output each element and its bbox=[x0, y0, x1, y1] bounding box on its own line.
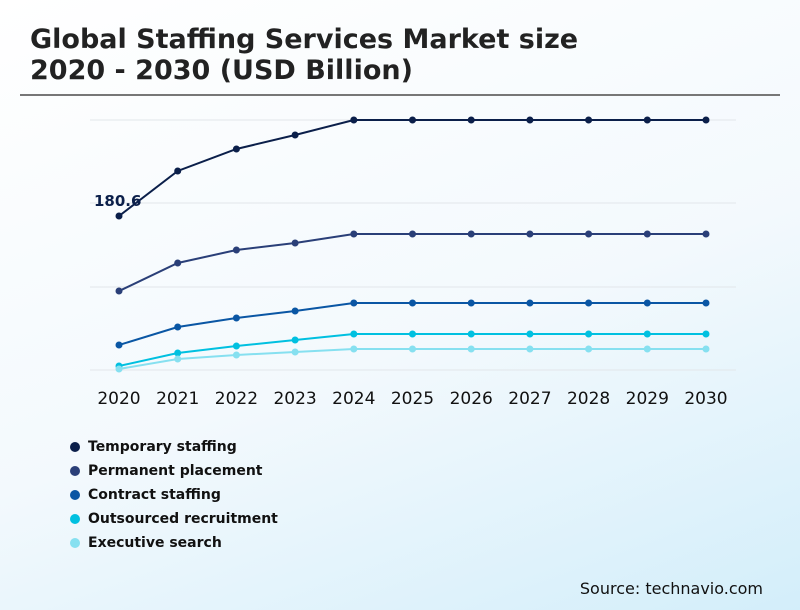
data-point bbox=[115, 341, 123, 349]
data-point bbox=[702, 345, 710, 353]
x-tick-label: 2021 bbox=[156, 389, 199, 409]
legend-marker bbox=[70, 538, 80, 548]
data-point bbox=[350, 116, 358, 124]
data-label: 180.6 bbox=[94, 192, 141, 210]
legend-marker bbox=[70, 490, 80, 500]
data-point bbox=[702, 330, 710, 338]
x-tick-label: 2023 bbox=[273, 389, 316, 409]
data-point bbox=[643, 116, 651, 124]
data-point bbox=[409, 299, 416, 307]
title-line-1: Global Staffing Services Market size bbox=[30, 24, 579, 55]
data-point bbox=[467, 299, 475, 307]
data-point bbox=[585, 330, 593, 338]
data-point bbox=[232, 351, 240, 359]
legend-label: Temporary staffing bbox=[88, 439, 237, 455]
legend-label: Permanent placement bbox=[88, 463, 263, 479]
legend-item: Executive search bbox=[70, 531, 278, 555]
x-tick-label: 2024 bbox=[332, 389, 375, 409]
legend-label: Outsourced recruitment bbox=[88, 511, 278, 527]
data-point bbox=[467, 116, 475, 124]
x-tick-label: 2026 bbox=[450, 389, 493, 409]
data-point bbox=[291, 348, 299, 356]
data-point bbox=[174, 355, 182, 363]
data-point bbox=[115, 212, 123, 220]
data-point bbox=[409, 116, 416, 124]
data-point bbox=[526, 116, 534, 124]
legend-marker bbox=[70, 466, 80, 476]
data-point bbox=[232, 314, 240, 322]
title-divider bbox=[20, 94, 780, 96]
data-point bbox=[585, 116, 593, 124]
data-point bbox=[232, 145, 240, 153]
chart-title: Global Staffing Services Market size 202… bbox=[30, 24, 578, 86]
line-chart: 2020 2021 2022 2023 2024 2025 2026 2027 2028 2029… bbox=[90, 116, 736, 409]
series-line bbox=[118, 301, 706, 346]
data-point bbox=[585, 230, 593, 238]
data-point bbox=[291, 239, 299, 247]
data-point bbox=[232, 342, 240, 350]
data-point bbox=[409, 345, 416, 353]
legend: Temporary staffing Permanent placement Con… bbox=[70, 435, 278, 555]
data-point bbox=[174, 349, 182, 357]
data-point bbox=[526, 299, 534, 307]
x-tick-label: 2029 bbox=[626, 389, 669, 409]
legend-item: Permanent placement bbox=[70, 459, 278, 483]
x-tick-label: 2020 bbox=[97, 389, 140, 409]
data-point bbox=[291, 131, 299, 139]
data-point bbox=[643, 299, 651, 307]
data-point bbox=[115, 365, 123, 373]
legend-marker bbox=[70, 514, 80, 524]
legend-item: Contract staffing bbox=[70, 483, 278, 507]
x-tick-label: 2022 bbox=[215, 389, 258, 409]
data-point bbox=[174, 259, 182, 267]
legend-item: Outsourced recruitment bbox=[70, 507, 278, 531]
data-point bbox=[526, 345, 534, 353]
data-point bbox=[350, 230, 358, 238]
data-point bbox=[585, 345, 593, 353]
data-point bbox=[174, 323, 182, 331]
x-tick-label: 2030 bbox=[684, 389, 727, 409]
data-point bbox=[115, 287, 123, 295]
data-point bbox=[350, 345, 358, 353]
data-point bbox=[350, 299, 358, 307]
x-tick-label: 2027 bbox=[508, 389, 551, 409]
data-point bbox=[526, 230, 534, 238]
x-tick-label: 2025 bbox=[391, 389, 434, 409]
data-point bbox=[702, 230, 710, 238]
data-point bbox=[232, 246, 240, 254]
series-line bbox=[118, 118, 706, 217]
data-point bbox=[291, 307, 299, 315]
data-point bbox=[585, 299, 593, 307]
data-point bbox=[467, 345, 475, 353]
series-line bbox=[118, 232, 706, 292]
data-point bbox=[291, 336, 299, 344]
data-point bbox=[409, 230, 416, 238]
data-point bbox=[643, 230, 651, 238]
data-point bbox=[702, 299, 710, 307]
data-point bbox=[467, 330, 475, 338]
legend-label: Executive search bbox=[88, 535, 222, 551]
data-point bbox=[702, 116, 710, 124]
data-point bbox=[467, 230, 475, 238]
data-point bbox=[409, 330, 416, 338]
legend-marker bbox=[70, 442, 80, 452]
data-point bbox=[350, 330, 358, 338]
data-point bbox=[174, 167, 182, 175]
source-text: Source: technavio.com bbox=[579, 579, 763, 598]
data-point bbox=[643, 330, 651, 338]
x-tick-label: 2028 bbox=[567, 389, 610, 409]
legend-label: Contract staffing bbox=[88, 487, 221, 503]
data-point bbox=[643, 345, 651, 353]
legend-item: Temporary staffing bbox=[70, 435, 278, 459]
title-line-2: 2020 - 2030 (USD Billion) bbox=[30, 55, 413, 86]
data-point bbox=[526, 330, 534, 338]
